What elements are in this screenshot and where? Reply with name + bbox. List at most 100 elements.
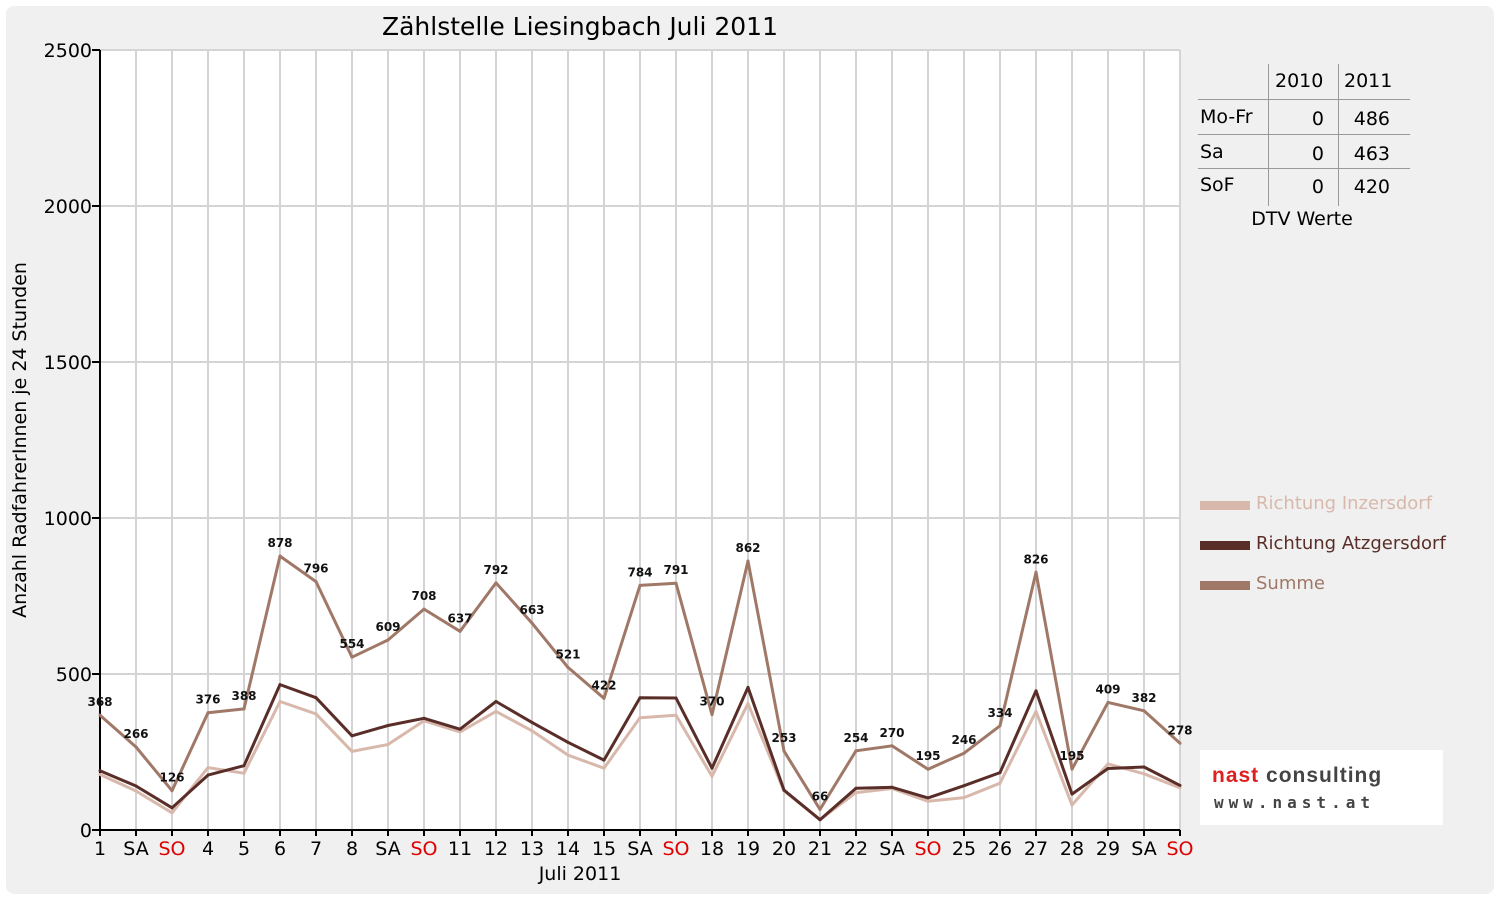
data-point — [170, 806, 174, 810]
data-point — [458, 730, 462, 734]
y-tick-label: 500 — [56, 664, 92, 686]
data-point — [1178, 741, 1182, 745]
data-point — [98, 772, 102, 776]
data-point — [854, 749, 858, 753]
data-label: 376 — [195, 693, 220, 707]
data-label: 370 — [699, 695, 724, 709]
data-point — [242, 764, 246, 768]
data-label: 195 — [1059, 749, 1084, 763]
x-tick-label: 20 — [772, 838, 796, 860]
y-tick-label: 0 — [80, 820, 92, 842]
data-point — [818, 818, 822, 822]
y-tick-label: 2000 — [44, 196, 92, 218]
x-tick-label: 25 — [952, 838, 976, 860]
data-label: 126 — [159, 771, 184, 785]
logo-brand-red: nast — [1212, 764, 1260, 787]
x-tick-label: 13 — [520, 838, 544, 860]
data-point — [782, 749, 786, 753]
y-tick-label: 1000 — [44, 508, 92, 530]
x-tick-label: SO — [662, 838, 689, 860]
data-point — [386, 723, 390, 727]
data-label: 796 — [303, 562, 328, 576]
data-point — [494, 699, 498, 703]
x-tick-label: SO — [1166, 838, 1193, 860]
data-point — [422, 607, 426, 611]
data-label: 878 — [267, 536, 292, 550]
data-point — [962, 796, 966, 800]
dtv-row-label: Sa — [1200, 141, 1224, 163]
data-point — [494, 709, 498, 713]
data-point — [710, 774, 714, 778]
dtv-vline-1 — [1268, 64, 1269, 206]
x-tick-label: 8 — [346, 838, 358, 860]
data-label: 784 — [627, 565, 652, 579]
dtv-vline-2 — [1338, 64, 1339, 206]
data-point — [98, 713, 102, 717]
dtv-cell-2010: 0 — [1311, 176, 1324, 198]
data-point — [674, 581, 678, 585]
x-tick-label: SA — [627, 838, 652, 860]
company-logo: nast consulting www.nast.at — [1200, 750, 1443, 825]
data-point — [818, 807, 822, 811]
data-point — [998, 771, 1002, 775]
data-point — [530, 621, 534, 625]
logo-wordmark: nast consulting — [1212, 764, 1382, 788]
data-point — [926, 767, 930, 771]
x-tick-label: 29 — [1096, 838, 1120, 860]
dtv-cell-2010: 0 — [1311, 143, 1324, 165]
data-point — [1034, 709, 1038, 713]
data-point — [854, 791, 858, 795]
data-point — [998, 781, 1002, 785]
data-point — [1142, 709, 1146, 713]
data-point — [566, 740, 570, 744]
data-point — [206, 766, 210, 770]
data-label: 388 — [231, 689, 256, 703]
x-tick-label: 19 — [736, 838, 760, 860]
data-point — [1070, 803, 1074, 807]
data-label: 334 — [987, 706, 1012, 720]
x-tick-label: 4 — [202, 838, 214, 860]
data-point — [638, 696, 642, 700]
data-point — [890, 744, 894, 748]
legend-swatch — [1200, 501, 1250, 510]
data-label: 792 — [483, 563, 508, 577]
data-point — [1070, 767, 1074, 771]
dtv-cell-2011: 463 — [1353, 143, 1390, 165]
data-point — [350, 749, 354, 753]
legend-swatch — [1200, 541, 1250, 550]
legend-label: Richtung Atzgersdorf — [1256, 533, 1446, 554]
data-point — [566, 665, 570, 669]
logo-url: www.nast.at — [1214, 793, 1375, 812]
data-point — [206, 773, 210, 777]
data-point — [638, 716, 642, 720]
dtv-col-2010: 2010 — [1275, 70, 1324, 92]
data-point — [170, 811, 174, 815]
data-point — [854, 786, 858, 790]
data-point — [530, 720, 534, 724]
x-tick-label: SA — [375, 838, 400, 860]
dtv-cell-2011: 420 — [1353, 176, 1390, 198]
x-tick-label: 14 — [556, 838, 580, 860]
dtv-hline-1 — [1198, 99, 1410, 100]
dtv-row-label: Mo-Fr — [1200, 106, 1253, 128]
x-axis-label: Juli 2011 — [538, 863, 622, 885]
legend-swatch — [1200, 581, 1250, 590]
data-point — [1106, 700, 1110, 704]
x-tick-label: 27 — [1024, 838, 1048, 860]
data-point — [242, 707, 246, 711]
data-point — [962, 751, 966, 755]
data-point — [746, 685, 750, 689]
data-label: 826 — [1023, 552, 1048, 566]
data-point — [458, 727, 462, 731]
data-label: 791 — [663, 563, 688, 577]
data-point — [926, 799, 930, 803]
data-label: 708 — [411, 589, 436, 603]
x-tick-label: 11 — [448, 838, 472, 860]
data-label: 663 — [519, 603, 544, 617]
logo-brand-grey: consulting — [1266, 764, 1383, 787]
data-point — [890, 785, 894, 789]
data-point — [350, 734, 354, 738]
x-tick-label: SO — [410, 838, 437, 860]
data-point — [746, 559, 750, 563]
data-point — [1178, 786, 1182, 790]
